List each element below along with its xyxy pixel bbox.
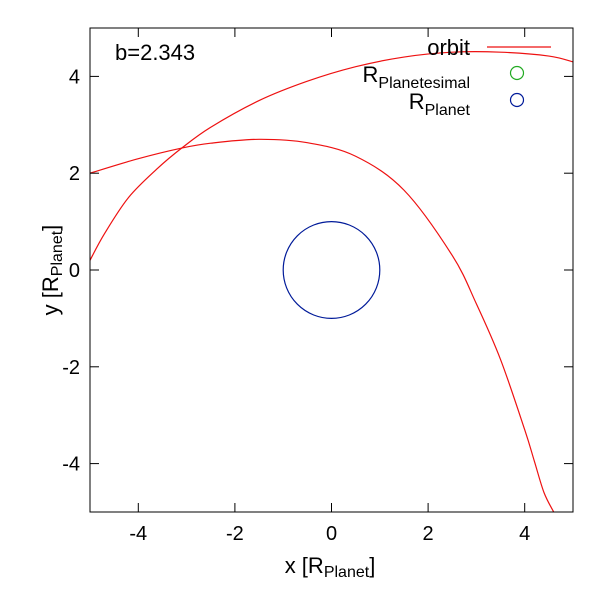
x-axis-label: x [RPlanet] <box>285 553 376 581</box>
y-tick-label: 0 <box>69 260 80 282</box>
y-axis-label-sub: Planet <box>49 230 66 276</box>
plot-area <box>90 51 573 512</box>
legend-label-planetesimal-sub: Planetesimal <box>378 75 470 92</box>
legend-label-planet-sub: Planet <box>425 102 471 119</box>
annotation-b: b=2.343 <box>115 40 195 65</box>
axis-ticks: -4 -2 0 2 4 -4 -2 0 2 4 <box>62 28 573 545</box>
legend-label-planetesimal: RPlanetesimal <box>363 62 471 92</box>
orbit-line-segment-2 <box>90 51 573 261</box>
legend-marker-planetesimal <box>509 65 525 81</box>
y-tick-label: -4 <box>62 454 80 476</box>
y-tick-label: -2 <box>62 357 80 379</box>
legend-label-planet: RPlanet <box>409 89 471 119</box>
x-tick-label: 2 <box>423 523 434 545</box>
x-tick-label: 4 <box>519 523 530 545</box>
legend-label-planet-main: R <box>409 89 425 114</box>
planet-circle <box>282 221 381 320</box>
y-axis-label: y [RPlanet] <box>38 225 66 316</box>
legend-label-planetesimal-main: R <box>363 62 379 87</box>
x-tick-label: 0 <box>326 523 337 545</box>
y-axis-label-end: ] <box>38 225 63 231</box>
legend-marker-planet <box>509 92 525 108</box>
x-axis-label-main: x [R <box>285 553 324 578</box>
legend-label-orbit: orbit <box>427 35 470 60</box>
legend: orbit RPlanetesimal RPlanet <box>363 35 551 119</box>
x-tick-label: -2 <box>226 523 244 545</box>
orbit-line-segment-1 <box>90 138 555 512</box>
y-tick-label: 4 <box>69 66 80 88</box>
x-axis-label-end: ] <box>369 553 375 578</box>
x-tick-label: -4 <box>129 523 147 545</box>
y-axis-label-main: y [R <box>38 276 63 315</box>
x-axis-label-sub: Planet <box>324 564 370 581</box>
y-tick-label: 2 <box>69 163 80 185</box>
